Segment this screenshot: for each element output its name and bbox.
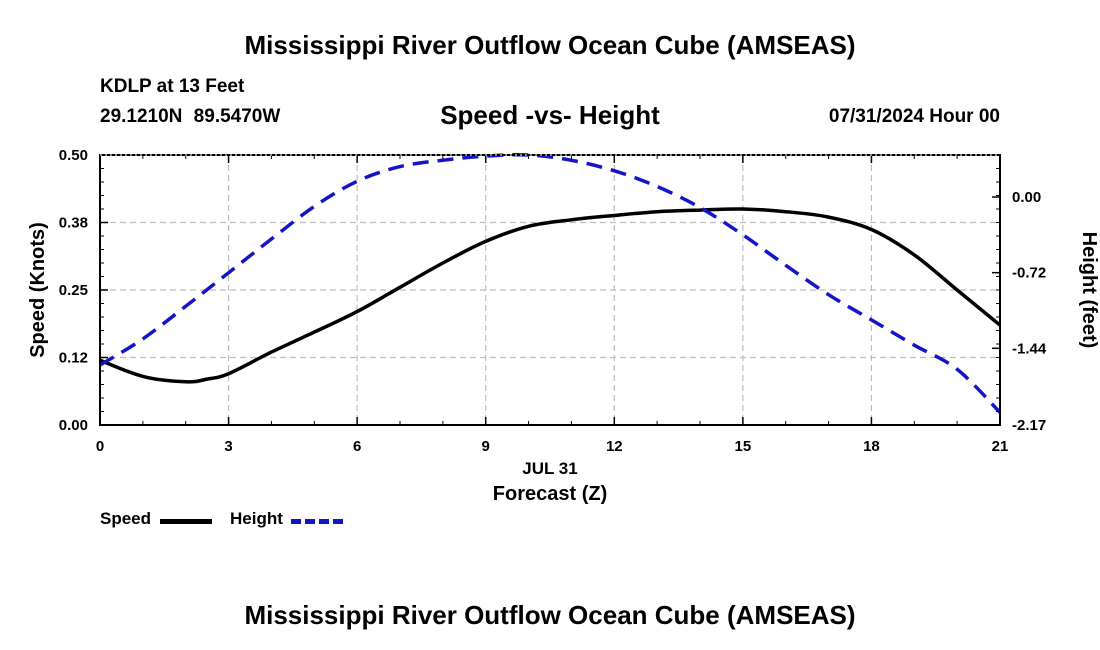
chart-title: Speed -vs- Height bbox=[440, 100, 660, 130]
y2-tick-label: -2.17 bbox=[1012, 417, 1046, 434]
y-tick-label: 0.25 bbox=[59, 282, 88, 299]
legend-speed-swatch bbox=[160, 519, 212, 524]
legend-height-swatch bbox=[291, 519, 343, 524]
y2-axis-title: Height (feet) bbox=[1078, 232, 1100, 349]
y-tick-label: 0.12 bbox=[59, 350, 88, 367]
y2-tick-label: 0.00 bbox=[1012, 189, 1041, 206]
axis-ticks bbox=[99, 154, 1001, 426]
axis-labels: 0 3 6 9 12 15 18 21 0.00 0.12 0.25 0.38 0.50 -2.17 -1.… bbox=[27, 147, 1100, 505]
forecast-datetime: 07/31/2024 Hour 00 bbox=[828, 106, 1000, 127]
y-tick-label: 0.38 bbox=[59, 215, 88, 232]
station-label: KDLP at 13 Feet bbox=[100, 76, 245, 97]
legend-speed-label: Speed bbox=[100, 509, 152, 528]
x-tick-label: 21 bbox=[992, 438, 1009, 455]
x-tick-label: 9 bbox=[482, 438, 490, 455]
x-tick-label: 6 bbox=[353, 438, 361, 455]
y2-tick-label: -1.44 bbox=[1012, 340, 1047, 357]
series-layer bbox=[99, 153, 1002, 414]
x-axis-title: Forecast (Z) bbox=[493, 483, 607, 505]
grid-lines bbox=[100, 155, 1000, 425]
coordinates-label: 29.1210N 89.5470W bbox=[100, 106, 281, 127]
x-axis-date: JUL 31 bbox=[522, 459, 577, 478]
y-axis-title: Speed (Knots) bbox=[27, 222, 49, 358]
main-title: Mississippi River Outflow Ocean Cube (AM… bbox=[244, 30, 856, 60]
y-tick-label: 0.00 bbox=[59, 417, 88, 434]
x-tick-label: 0 bbox=[96, 438, 104, 455]
legend-height-label: Height bbox=[230, 509, 283, 528]
y-tick-label: 0.50 bbox=[59, 147, 88, 164]
x-tick-label: 12 bbox=[606, 438, 623, 455]
footer-title: Mississippi River Outflow Ocean Cube (AM… bbox=[244, 600, 856, 630]
x-tick-label: 15 bbox=[735, 438, 752, 455]
y2-tick-label: -0.72 bbox=[1012, 265, 1046, 282]
series-line-height bbox=[99, 153, 1002, 414]
x-tick-label: 3 bbox=[224, 438, 232, 455]
x-tick-label: 18 bbox=[863, 438, 880, 455]
series-line-speed bbox=[99, 207, 1002, 384]
